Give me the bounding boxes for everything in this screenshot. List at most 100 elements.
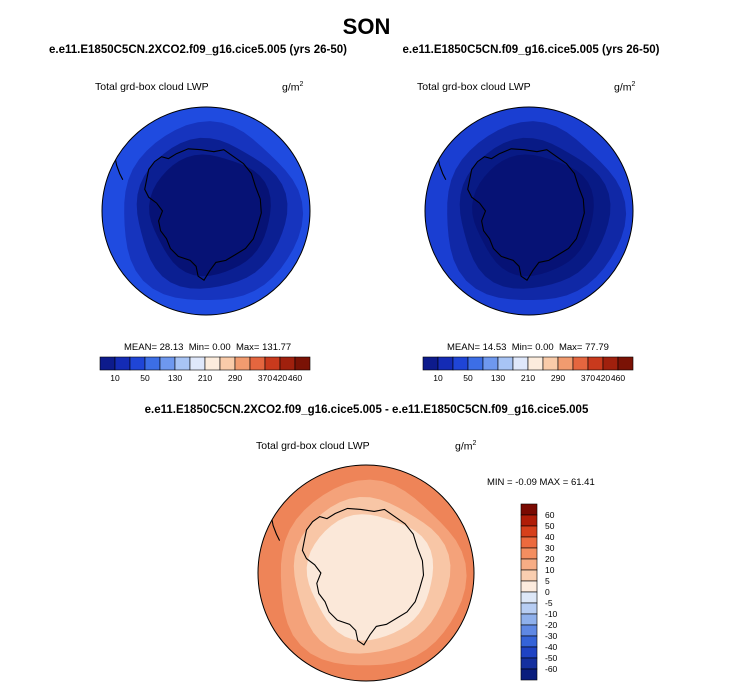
colorbar-swatch: [520, 580, 538, 593]
map-field: [258, 465, 474, 681]
colorbar-label: 370: [258, 373, 272, 383]
colorbar-swatch: [512, 356, 529, 371]
panel1-min-value: 0.00: [212, 342, 231, 353]
colorbar-swatch: [114, 356, 131, 371]
colorbar-swatch: [497, 356, 514, 371]
colorbar-label: -10: [545, 609, 558, 619]
panel2-variable-label: Total grd-box cloud LWP: [417, 81, 531, 93]
colorbar-swatch: [557, 356, 574, 371]
colorbar-swatch: [159, 356, 176, 371]
panel3-units: g/m2: [455, 440, 477, 453]
colorbar-swatch: [189, 356, 206, 371]
colorbar-swatch: [520, 602, 538, 615]
panel3-min-value: -0.09: [515, 477, 537, 488]
colorbar-swatch: [467, 356, 484, 371]
panel3-max-value: 61.41: [570, 477, 595, 488]
colorbar-swatch: [520, 635, 538, 648]
colorbar-label: -5: [545, 598, 553, 608]
colorbar-swatch: [572, 356, 589, 371]
panel3-variable-label: Total grd-box cloud LWP: [256, 440, 370, 452]
colorbar-swatch: [249, 356, 266, 371]
colorbar-swatch: [264, 356, 281, 371]
colorbar-swatch: [520, 668, 538, 681]
panel1-units: g/m2: [282, 81, 304, 94]
colorbar-swatch: [520, 613, 538, 626]
colorbar-swatch: [617, 356, 634, 371]
colorbar-swatch: [422, 356, 439, 371]
colorbar-label: 50: [463, 373, 473, 383]
panel1-colorbar: 10 50 130 210 290 370 420 460: [99, 356, 311, 383]
colorbar-swatch: [234, 356, 251, 371]
colorbar-swatch: [602, 356, 619, 371]
antarctica-coastline: [144, 148, 262, 281]
panel3-title: e.e11.E1850C5CN.2XCO2.f09_g16.cice5.005 …: [144, 404, 589, 416]
colorbar-swatch: [452, 356, 469, 371]
panel2-min-value: 0.00: [535, 342, 554, 353]
colorbar-swatch: [520, 503, 538, 516]
colorbar-swatch: [520, 646, 538, 659]
colorbar-label: 460: [611, 373, 625, 383]
colorbar-label: 60: [545, 510, 555, 520]
colorbar-label: 370: [581, 373, 595, 383]
colorbar-label: 130: [168, 373, 182, 383]
colorbar-swatch: [482, 356, 499, 371]
colorbar-swatch: [520, 525, 538, 538]
panel1-polar-map: [101, 106, 311, 316]
map-boundary: [257, 464, 475, 682]
colorbar-label: -60: [545, 664, 558, 674]
colorbar-label: 460: [288, 373, 302, 383]
panel2-max-value: 77.79: [585, 342, 609, 353]
colorbar-label: -30: [545, 631, 558, 641]
colorbar-swatch: [520, 514, 538, 527]
colorbar-swatch: [527, 356, 544, 371]
panel2-units: g/m2: [614, 81, 636, 94]
colorbar-swatch: [520, 569, 538, 582]
map-boundary: [424, 106, 634, 316]
colorbar-swatch: [219, 356, 236, 371]
panel1-variable-label: Total grd-box cloud LWP: [95, 81, 209, 93]
colorbar-label: 290: [228, 373, 242, 383]
panel2-title: e.e11.E1850C5CN.f09_g16.cice5.005 (yrs 2…: [402, 44, 660, 56]
colorbar-swatch: [520, 624, 538, 637]
colorbar-label: 290: [551, 373, 565, 383]
colorbar-label: 5: [545, 576, 550, 586]
colorbar-swatch: [279, 356, 296, 371]
colorbar-swatch: [542, 356, 559, 371]
antarctica-coastline: [301, 507, 425, 646]
panel2-mean-value: 14.53: [482, 342, 507, 353]
panel2-colorbar: 10 50 130 210 290 370 420 460: [422, 356, 634, 383]
colorbar-label: 420: [596, 373, 610, 383]
panel1-max-value: 131.77: [262, 342, 292, 353]
map-field: [425, 107, 633, 315]
colorbar-swatch: [99, 356, 116, 371]
colorbar-label: 0: [545, 587, 550, 597]
colorbar-swatch: [129, 356, 146, 371]
colorbar-swatch: [204, 356, 221, 371]
colorbar-label: -50: [545, 653, 558, 663]
map-field: [102, 107, 310, 315]
field-band-interior: [472, 154, 594, 277]
field-band-interior: [149, 154, 271, 277]
colorbar-swatch: [174, 356, 191, 371]
colorbar-label: 30: [545, 543, 555, 553]
panel1-stats: MEAN= 28.13 Min= 0.00 Max= 131.77: [124, 342, 292, 353]
colorbar-label: 20: [545, 554, 555, 564]
field-band-interior: [306, 514, 434, 641]
map-boundary: [101, 106, 311, 316]
colorbar-label: 10: [110, 373, 120, 383]
antarctica-coastline: [467, 148, 585, 281]
colorbar-label: 130: [491, 373, 505, 383]
colorbar-label: -40: [545, 642, 558, 652]
panel2-polar-map: [424, 106, 634, 316]
colorbar-label: 210: [198, 373, 212, 383]
colorbar-swatch: [144, 356, 161, 371]
panel2-stats: MEAN= 14.53 Min= 0.00 Max= 77.79: [447, 342, 609, 353]
colorbar-swatch: [294, 356, 311, 371]
colorbar-label: 10: [545, 565, 555, 575]
panel1-mean-value: 28.13: [159, 342, 184, 353]
colorbar-swatch: [587, 356, 604, 371]
colorbar-label: 50: [545, 521, 555, 531]
colorbar-swatch: [520, 591, 538, 604]
colorbar-label: 10: [433, 373, 443, 383]
